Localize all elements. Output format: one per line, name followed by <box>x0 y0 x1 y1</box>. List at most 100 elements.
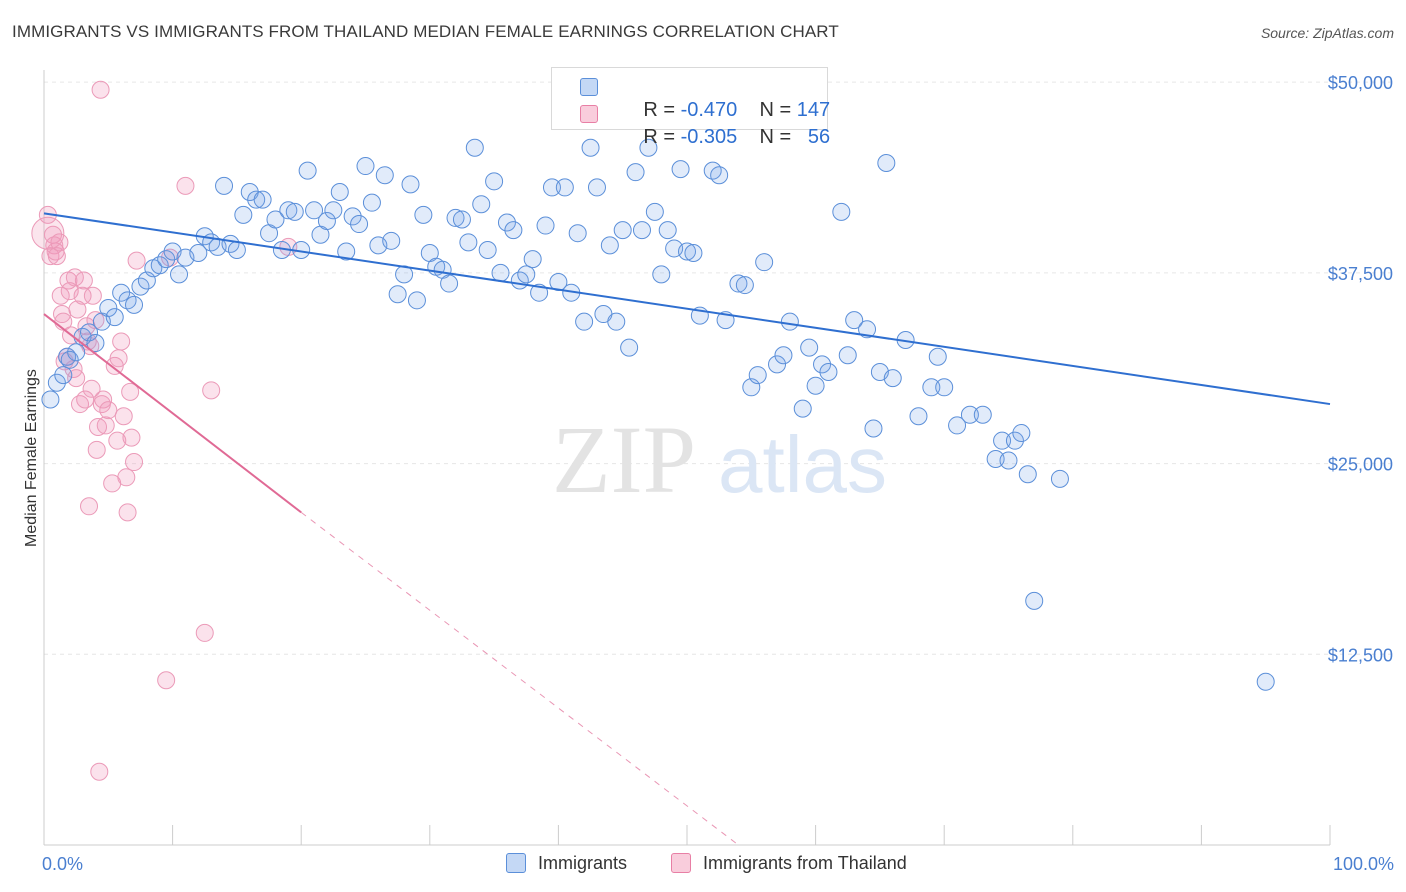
immigrants-point <box>105 308 124 327</box>
immigrants-point <box>658 221 677 240</box>
immigrants-trend-line <box>43 212 1331 406</box>
immigrants-point <box>350 215 369 234</box>
y-tick-label: $37,500 <box>1328 264 1393 284</box>
immigrants-point <box>452 210 471 229</box>
y-tick-label: $25,000 <box>1328 455 1393 475</box>
immigrants-point <box>999 451 1018 470</box>
thailand-point <box>99 401 118 420</box>
n-label: N = <box>759 126 797 148</box>
thailand-point <box>94 390 113 409</box>
immigrants-point <box>388 285 407 304</box>
x-tick-label-max: 100.0% <box>1333 854 1394 874</box>
thailand-points <box>31 80 298 781</box>
immigrants-point <box>838 346 857 365</box>
legend-row-immigrants: R = -0.470 N = 147 <box>552 76 830 121</box>
immigrants-point <box>536 216 555 235</box>
immigrants-point <box>362 193 381 212</box>
immigrants-point <box>542 178 561 197</box>
immigrants-point <box>607 312 626 331</box>
immigrants-point <box>324 201 343 220</box>
immigrants-point <box>343 207 362 226</box>
immigrants-points <box>41 138 1275 691</box>
immigrants-point <box>671 160 690 179</box>
watermark-atlas: atlas <box>718 420 887 509</box>
thailand-point <box>117 468 136 487</box>
immigrants-point <box>864 419 883 438</box>
immigrants-point <box>819 363 838 382</box>
immigrants-point <box>401 175 420 194</box>
immigrants-point <box>215 176 234 195</box>
immigrants-point <box>613 221 632 240</box>
immigrants-point <box>935 378 954 397</box>
thailand-point <box>176 176 195 195</box>
immigrants-point <box>330 182 349 201</box>
thailand-point <box>83 286 102 305</box>
thailand-point <box>121 382 140 401</box>
immigrants-point <box>1005 431 1024 450</box>
immigrants-point <box>440 274 459 293</box>
immigrants-point <box>645 202 664 221</box>
thailand-legend-swatch <box>671 853 691 873</box>
immigrants-point <box>298 161 317 180</box>
immigrants-point <box>170 265 189 284</box>
thailand-point <box>125 453 144 472</box>
immigrants-point <box>684 244 703 263</box>
immigrants-point <box>620 338 639 357</box>
immigrants-point <box>446 208 465 227</box>
n-value: 147 <box>796 99 831 121</box>
immigrants-point <box>60 350 79 369</box>
immigrants-point <box>266 210 285 229</box>
immigrants-legend-swatch <box>506 853 526 873</box>
thailand-point <box>31 216 65 250</box>
immigrants-point <box>112 283 131 302</box>
x-ticks <box>43 825 1331 845</box>
r-label: R = <box>643 99 681 121</box>
immigrants-point <box>1012 424 1031 443</box>
immigrants-point <box>497 213 516 232</box>
immigrants-point <box>1256 672 1275 691</box>
immigrants-point <box>928 347 947 366</box>
immigrants-point <box>530 283 549 302</box>
immigrants-point <box>189 244 208 263</box>
immigrants-point <box>305 201 324 220</box>
immigrants-point <box>523 250 542 269</box>
correlation-legend: R = -0.470 N = 147 R = -0.305 N = 56 <box>551 67 830 148</box>
immigrants-point <box>813 355 832 374</box>
immigrants-point <box>632 221 651 240</box>
watermark: ZIP atlas <box>552 406 887 513</box>
immigrants-point <box>465 138 484 157</box>
immigrants-point <box>845 311 864 330</box>
n-value: 56 <box>807 126 831 148</box>
immigrants-point <box>67 343 86 362</box>
immigrants-point <box>478 240 497 259</box>
immigrants-point <box>755 253 774 272</box>
immigrants-point <box>517 265 536 284</box>
immigrants-point <box>973 405 992 424</box>
immigrants-point <box>414 205 433 224</box>
r-value: -0.305 <box>680 126 738 148</box>
thailand-point <box>73 286 92 305</box>
y-tick-label: $12,500 <box>1328 645 1393 665</box>
thailand-point <box>114 407 133 426</box>
immigrants-point <box>575 312 594 331</box>
thailand-point <box>50 233 69 252</box>
thailand-point <box>90 762 109 781</box>
y-tick-label: $50,000 <box>1328 73 1393 93</box>
immigrants-point <box>407 291 426 310</box>
immigrants-point <box>800 338 819 357</box>
chart-title: IMMIGRANTS VS IMMIGRANTS FROM THAILAND M… <box>12 22 839 41</box>
immigrants-point <box>639 138 658 157</box>
thailand-point <box>74 271 93 290</box>
immigrants-legend-label: Immigrants <box>538 853 628 873</box>
x-tick-label-min: 0.0% <box>42 854 83 874</box>
immigrants-point <box>652 265 671 284</box>
immigrants-point <box>58 347 77 366</box>
immigrants-point <box>922 378 941 397</box>
thailand-trend-extension <box>300 511 739 846</box>
thailand-legend-label: Immigrants from Thailand <box>703 853 907 873</box>
thailand-point <box>108 431 127 450</box>
immigrants-point <box>948 416 967 435</box>
immigrants-point <box>157 250 176 269</box>
source-label: Source: ZipAtlas.com <box>1260 25 1394 41</box>
